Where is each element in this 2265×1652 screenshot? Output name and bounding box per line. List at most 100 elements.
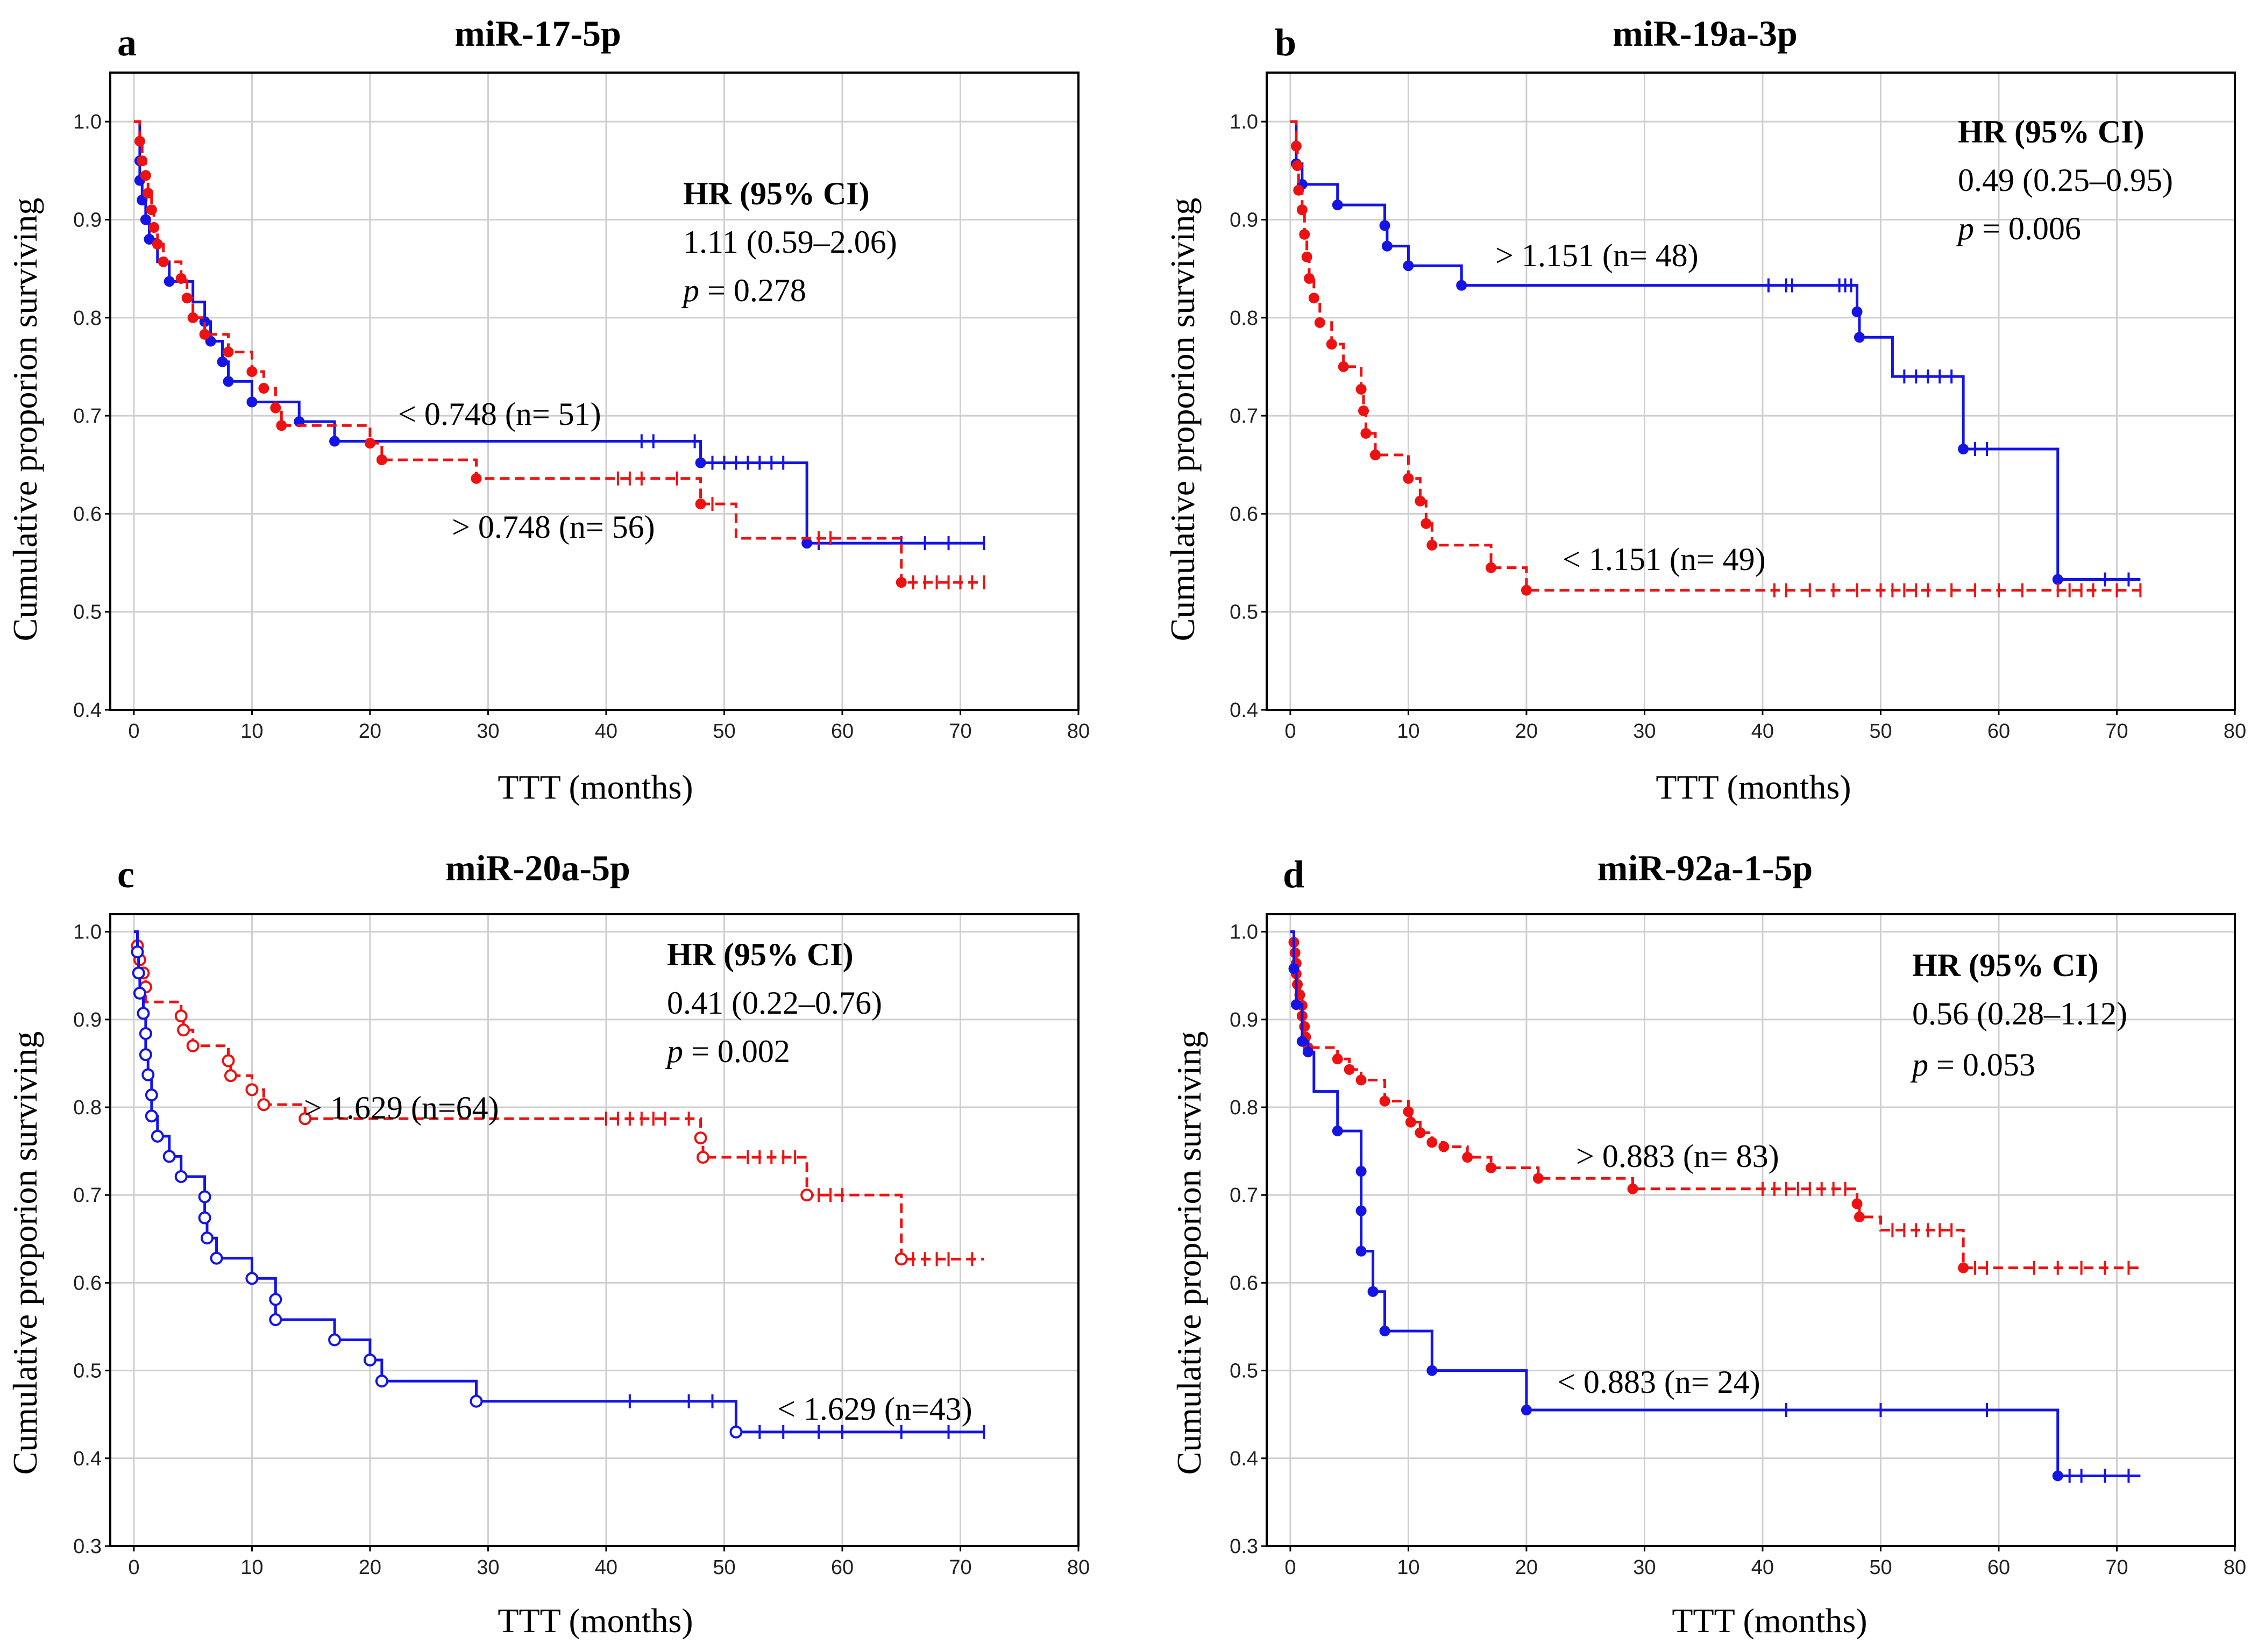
event-marker xyxy=(801,538,813,549)
series-label-low: < 0.748 (n= 51) xyxy=(398,396,601,432)
event-marker xyxy=(1304,273,1315,284)
hr-heading: HR (95% CI) xyxy=(667,937,854,972)
p-number: = 0.053 xyxy=(1928,1047,2035,1083)
x-tick-label: 50 xyxy=(713,720,735,743)
x-tick-label: 10 xyxy=(240,1556,263,1579)
event-marker xyxy=(1854,1212,1865,1223)
event-marker xyxy=(140,170,151,181)
event-marker xyxy=(1379,1095,1390,1107)
x-tick-label: 20 xyxy=(359,720,381,743)
event-marker xyxy=(131,945,144,959)
p-number: = 0.278 xyxy=(699,273,806,308)
x-tick-label: 0 xyxy=(128,1556,139,1579)
event-marker xyxy=(1403,260,1414,272)
event-marker xyxy=(1355,1074,1367,1086)
event-marker xyxy=(1381,240,1393,252)
series-label-high: > 1.151 (n= 48) xyxy=(1495,238,1699,273)
event-marker xyxy=(299,1112,312,1126)
p-symbol: p xyxy=(665,1034,683,1069)
y-tick-label: 1.0 xyxy=(1230,921,1258,944)
x-tick-label: 30 xyxy=(1633,720,1656,743)
x-tick-label: 30 xyxy=(477,1556,499,1579)
event-marker xyxy=(2052,1470,2063,1482)
event-marker xyxy=(223,376,234,387)
plot-frame xyxy=(1266,913,2236,1547)
event-marker xyxy=(470,1394,483,1408)
y-tick-label: 0.7 xyxy=(73,1184,102,1207)
hr-heading: HR (95% CI) xyxy=(1912,948,2099,983)
event-marker xyxy=(1456,280,1467,291)
series-label-high: > 0.883 (n= 83) xyxy=(1576,1138,1779,1174)
plot-frame xyxy=(109,72,1080,711)
event-marker xyxy=(1301,251,1312,262)
event-marker xyxy=(199,329,210,340)
event-marker xyxy=(269,1293,282,1306)
event-marker xyxy=(1355,1205,1367,1216)
y-tick-label: 0.9 xyxy=(73,1009,102,1031)
event-marker xyxy=(245,1272,259,1285)
event-marker xyxy=(1521,585,1532,596)
y-tick-label: 0.5 xyxy=(1230,1360,1258,1383)
event-marker xyxy=(1405,1116,1416,1128)
event-marker xyxy=(1290,999,1302,1010)
x-tick-label: 70 xyxy=(2105,720,2128,743)
event-marker xyxy=(1627,1183,1638,1194)
y-tick-label: 0.5 xyxy=(73,601,102,624)
x-tick-label: 80 xyxy=(1067,720,1090,743)
event-marker xyxy=(328,1333,342,1347)
series-label-low: < 1.629 (n=43) xyxy=(777,1391,972,1427)
x-tick-label: 70 xyxy=(2105,1556,2128,1579)
event-marker xyxy=(1355,1166,1367,1177)
y-tick-label: 0.5 xyxy=(1230,601,1258,624)
x-tick-label: 60 xyxy=(1987,720,2010,743)
survival-curve-red xyxy=(133,930,984,1261)
p-symbol: p xyxy=(681,273,699,308)
event-marker xyxy=(1296,204,1308,216)
p-value: p = 0.006 xyxy=(1956,211,2081,246)
panel-letter: b xyxy=(1275,21,1296,64)
x-tick-label: 40 xyxy=(1751,720,1774,743)
y-axis-label: Cumulative proporion surviving xyxy=(1170,1031,1208,1475)
y-tick-label: 0.9 xyxy=(1230,1009,1258,1031)
panel-title: miR-17-5p xyxy=(455,13,621,54)
event-marker xyxy=(133,986,146,1000)
p-value: p = 0.002 xyxy=(665,1034,790,1069)
event-marker xyxy=(1360,428,1372,439)
y-tick-label: 1.0 xyxy=(73,111,102,133)
event-marker xyxy=(1293,184,1304,196)
event-marker xyxy=(1462,1152,1473,1163)
y-axis-label: Cumulative proporion surviving xyxy=(6,1031,44,1475)
event-marker xyxy=(896,577,907,588)
event-marker xyxy=(258,383,269,394)
event-marker xyxy=(800,1188,814,1202)
event-marker xyxy=(1302,1046,1313,1058)
hr-value: 0.49 (0.25–0.95) xyxy=(1958,162,2173,198)
event-marker xyxy=(1421,518,1432,529)
y-tick-label: 0.9 xyxy=(1230,209,1258,231)
event-marker xyxy=(146,204,157,216)
event-marker xyxy=(134,136,145,147)
event-marker xyxy=(1958,1262,1969,1273)
p-value: p = 0.278 xyxy=(681,273,806,308)
y-tick-label: 0.7 xyxy=(1230,1184,1258,1207)
event-marker xyxy=(210,1251,223,1265)
x-axis-label: TTT (months) xyxy=(498,1601,693,1640)
event-marker xyxy=(198,1211,211,1224)
event-marker xyxy=(140,214,151,225)
event-marker xyxy=(1854,332,1865,343)
event-marker xyxy=(1369,450,1381,460)
y-tick-label: 0.4 xyxy=(73,1448,102,1470)
panel-d: d miR-92a-1-5p 0 10 20 30 40 50 60 70 80 0.3 0.4 0.… xyxy=(1170,848,2246,1640)
event-marker xyxy=(144,233,155,245)
y-tick-label: 0.6 xyxy=(73,503,102,525)
panel-title: miR-92a-1-5p xyxy=(1597,848,1813,888)
y-tick-label: 0.7 xyxy=(73,405,102,428)
x-tick-label: 80 xyxy=(2224,720,2246,743)
x-tick-label: 60 xyxy=(831,1556,854,1579)
event-marker xyxy=(276,420,287,431)
event-marker xyxy=(375,1375,388,1388)
x-tick-label: 20 xyxy=(1515,1556,1538,1579)
series-label-low: < 1.151 (n= 49) xyxy=(1563,542,1766,577)
event-marker xyxy=(198,1190,211,1204)
event-marker xyxy=(1958,444,1969,455)
